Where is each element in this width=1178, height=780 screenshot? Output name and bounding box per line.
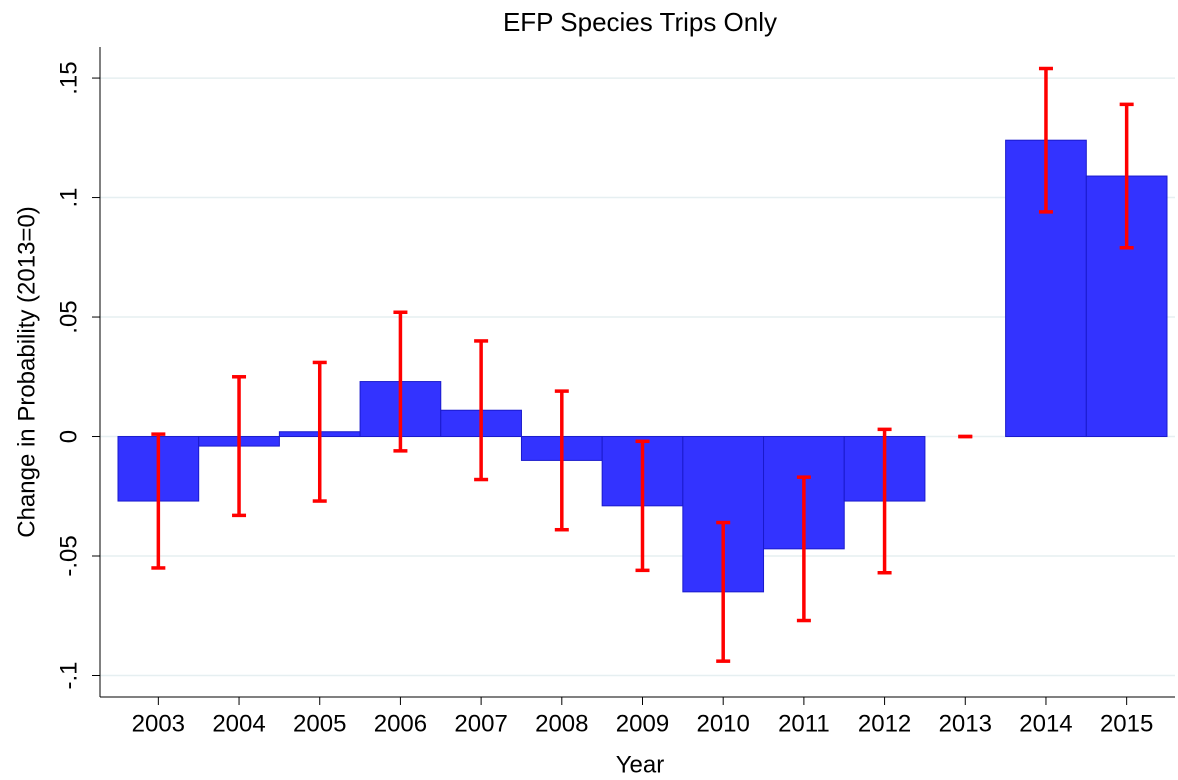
y-tick-label: .15 — [55, 61, 82, 94]
x-axis-label: Year — [616, 751, 665, 778]
x-tick-label: 2010 — [696, 710, 749, 737]
error-bar — [635, 439, 650, 573]
error-bar — [393, 310, 408, 453]
x-tick-label: 2007 — [454, 710, 507, 737]
x-tick-label: 2003 — [132, 710, 185, 737]
x-tick-label: 2008 — [535, 710, 588, 737]
y-tick-label: -.1 — [55, 661, 82, 689]
error-bar — [474, 339, 489, 482]
x-tick-label: 2012 — [858, 710, 911, 737]
error-bar — [312, 360, 327, 503]
y-axis-label: Change in Probability (2013=0) — [13, 206, 40, 538]
x-tick-label: 2005 — [293, 710, 346, 737]
x-tick-label: 2015 — [1100, 710, 1153, 737]
chart-title: EFP Species Trips Only — [503, 7, 777, 37]
y-tick-label: -.05 — [55, 535, 82, 576]
y-tick-label: .05 — [55, 300, 82, 333]
error-bar — [1119, 102, 1134, 250]
error-bar — [554, 389, 569, 532]
error-bar — [1038, 66, 1053, 214]
x-tick-label: 2014 — [1019, 710, 1072, 737]
y-tick-label: 0 — [55, 430, 82, 443]
error-bar — [151, 432, 166, 570]
x-tick-label: 2009 — [616, 710, 669, 737]
x-tick-label: 2013 — [939, 710, 992, 737]
x-tick-label: 2006 — [374, 710, 427, 737]
x-tick-label: 2004 — [212, 710, 265, 737]
error-bar — [877, 427, 892, 575]
x-tick-label: 2011 — [778, 710, 830, 737]
y-tick-label: .1 — [55, 188, 82, 208]
error-bar — [716, 520, 731, 663]
error-bar — [232, 375, 247, 518]
error-bar — [796, 475, 811, 623]
